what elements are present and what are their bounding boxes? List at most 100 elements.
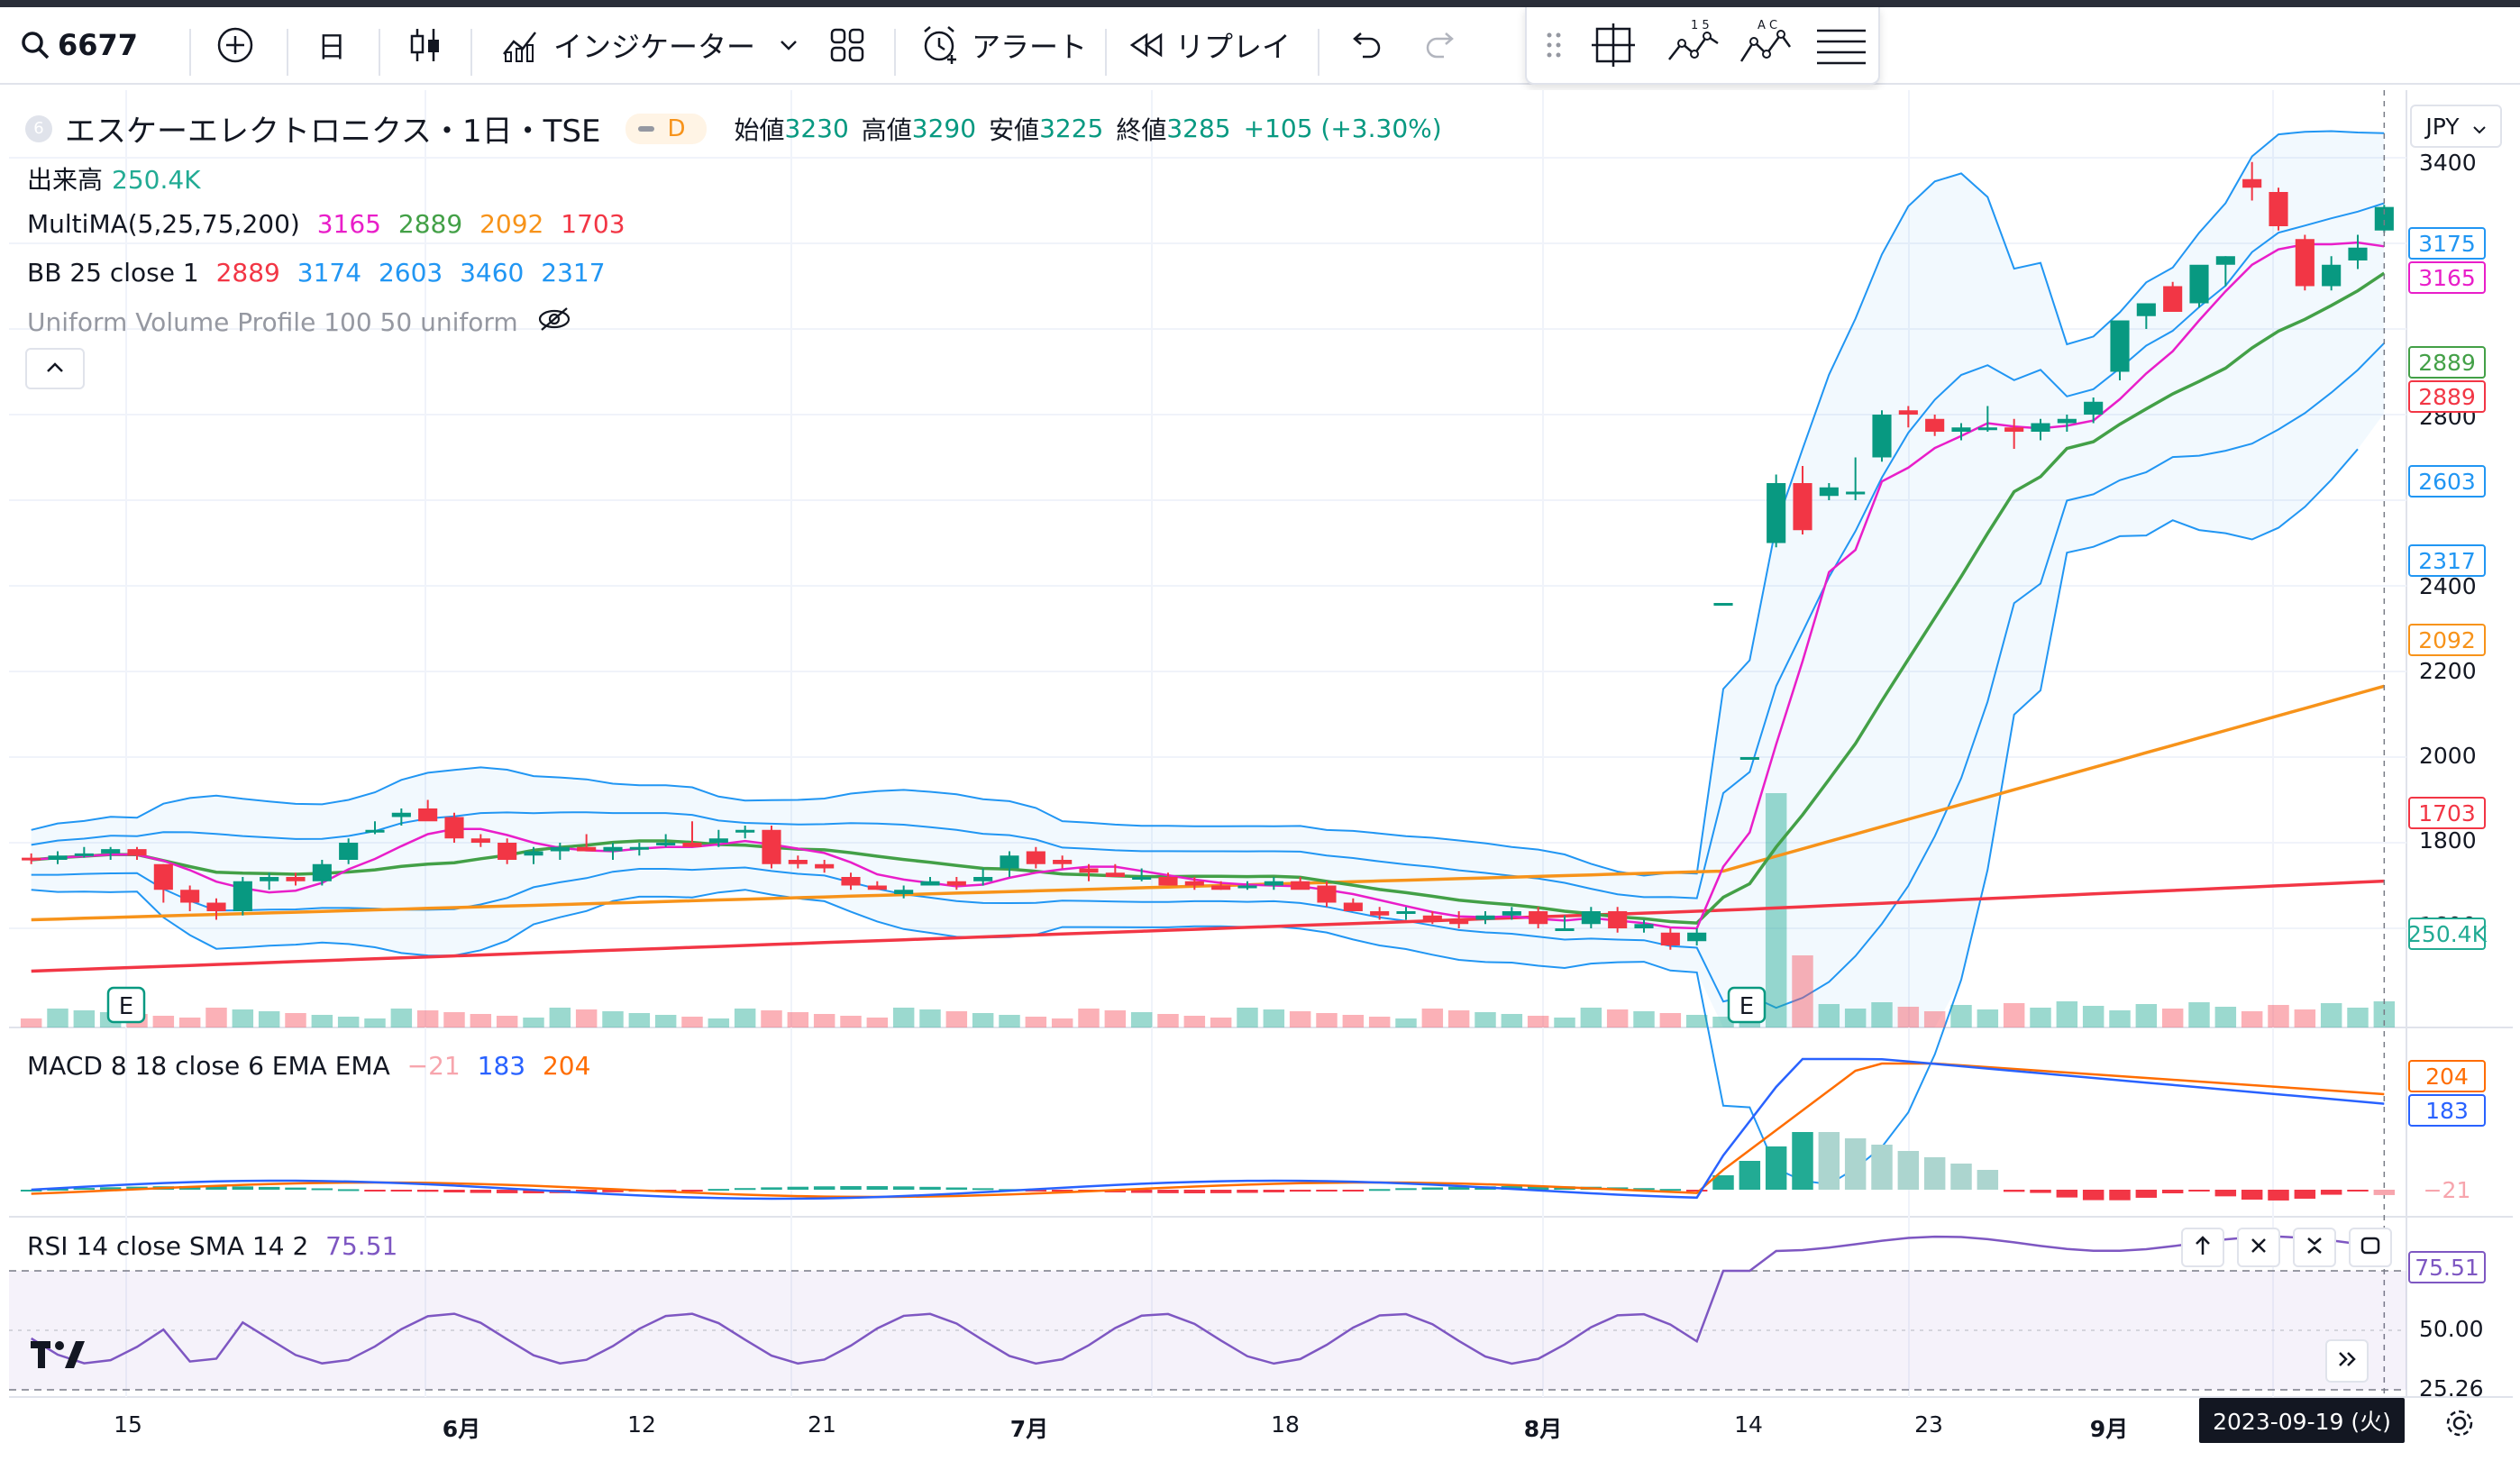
macd-histogram-bar — [1157, 1190, 1179, 1193]
candle-body — [1502, 911, 1521, 916]
templates-button[interactable] — [829, 7, 865, 83]
candle-body — [286, 877, 306, 881]
volume-bar — [654, 1015, 677, 1027]
time-axis-label: 18 — [1271, 1411, 1300, 1438]
interval-button[interactable]: 日 — [317, 7, 346, 83]
chart-type-button[interactable] — [407, 7, 443, 83]
currency-selector[interactable]: JPY — [2410, 105, 2502, 148]
abc-pattern-icon[interactable]: A C — [1738, 16, 1794, 74]
candle-body — [2189, 264, 2209, 304]
grid-icon — [829, 27, 865, 63]
bb-legend: BB 25 close 1 2889 3174 2603 3460 2317 — [27, 258, 615, 288]
indicators-button[interactable]: インジケーター — [501, 7, 799, 83]
macd-histogram-bar — [2214, 1190, 2237, 1197]
menu-lines-icon[interactable] — [1815, 25, 1867, 72]
candle-body — [48, 855, 68, 860]
chevron-down-icon — [2472, 114, 2487, 140]
volume-bar — [1078, 1009, 1100, 1027]
eye-hidden-icon[interactable] — [536, 306, 572, 338]
replay-button[interactable]: リプレイ — [1128, 7, 1291, 83]
macd-histogram-bar — [1818, 1132, 1840, 1190]
price-tick: 2000 — [2419, 743, 2477, 769]
volume-value: 250.4K — [112, 165, 201, 195]
candles-icon — [407, 25, 443, 65]
symbol-search-button[interactable]: 6677 — [20, 7, 138, 83]
close-pane-button[interactable] — [2237, 1228, 2280, 1267]
candle-body — [260, 877, 279, 881]
undo-button[interactable] — [1347, 7, 1383, 83]
macd-histogram-bar — [575, 1190, 598, 1193]
volume-bar — [337, 1017, 360, 1027]
collapse-icon — [2305, 1235, 2324, 1260]
volume-bar — [1659, 1013, 1682, 1027]
macd-histogram-bar — [1447, 1186, 1470, 1190]
open-value: 3230 — [784, 114, 849, 143]
macd-histogram-bar — [2241, 1190, 2263, 1200]
macd-histogram-bar — [1871, 1145, 1893, 1190]
top-toolbar: 6677 日 インジケーター アラート — [0, 7, 2520, 85]
collapse-pane-button[interactable] — [2293, 1228, 2336, 1267]
alert-button[interactable]: アラート — [919, 7, 1087, 83]
candle-body — [1475, 915, 1495, 920]
high-label: 高値 — [861, 114, 912, 145]
volume-bar — [2188, 1002, 2210, 1027]
candle-body — [206, 902, 226, 911]
fib-pattern-icon[interactable]: 1 5 — [1666, 16, 1721, 74]
candle-body — [101, 849, 121, 854]
candle-body — [1793, 483, 1812, 531]
volume-bar — [999, 1015, 1020, 1027]
price-tag: 3165 — [2408, 261, 2486, 294]
candle-body — [682, 843, 702, 847]
candle-body — [867, 885, 887, 890]
volume-bar — [2161, 1009, 2184, 1027]
volume-bar — [152, 1016, 175, 1027]
fib-pattern-text: 1 5 — [1691, 19, 1710, 32]
candle-body — [1872, 415, 1892, 458]
macd-histogram-bar — [2056, 1190, 2078, 1198]
macd-histogram-bar — [1844, 1138, 1867, 1190]
compare-add-button[interactable] — [216, 7, 254, 83]
tradingview-logo[interactable] — [29, 1338, 94, 1375]
symbol-title[interactable]: エスケーエレクトロニクス・1日・TSE — [65, 114, 601, 150]
ma75-line — [31, 684, 2385, 922]
close-label: 終値 — [1116, 114, 1167, 145]
redo-button[interactable] — [1424, 7, 1460, 83]
low-label: 安値 — [989, 114, 1040, 145]
settings-icon[interactable] — [2444, 1408, 2475, 1442]
macd-histogram-bar — [1210, 1190, 1232, 1193]
maximize-pane-button[interactable] — [2349, 1228, 2392, 1267]
ma25-line — [31, 271, 2386, 925]
macd-histogram-bar — [1685, 1190, 1708, 1192]
bb-upper2-line — [31, 130, 2385, 877]
macd-histogram-bar — [1237, 1190, 1258, 1193]
volume-bar — [1368, 1017, 1391, 1027]
chevron-down-icon — [779, 39, 799, 51]
macd-histogram-bar — [2373, 1190, 2396, 1195]
volume-bar — [2214, 1007, 2237, 1027]
volume-bar — [1792, 955, 1813, 1027]
move-pane-up-button[interactable] — [2181, 1228, 2224, 1267]
time-axis-label: 14 — [1734, 1411, 1763, 1438]
candle-body — [1739, 757, 1759, 760]
volume-bar — [1237, 1008, 1258, 1027]
currency-label: JPY — [2425, 113, 2460, 140]
crosshair-select-icon[interactable] — [1590, 22, 1639, 74]
macd-histogram-bar — [47, 1189, 68, 1192]
macd-histogram-bar — [708, 1189, 730, 1192]
rsi-line — [31, 1235, 2385, 1365]
drag-handle-icon[interactable] — [1545, 31, 1563, 63]
indicators-icon — [501, 27, 543, 63]
volume-bar — [813, 1014, 835, 1027]
volume-bar — [1263, 1009, 1285, 1027]
search-icon — [20, 30, 50, 60]
macd-signal-tag: 204 — [2408, 1060, 2486, 1092]
time-axis-label: 7月 — [1009, 1416, 1049, 1442]
price-tag: 2092 — [2408, 624, 2486, 656]
scroll-to-latest-button[interactable] — [2325, 1339, 2369, 1383]
candle-body — [1422, 915, 1442, 920]
price-tick: 2200 — [2419, 658, 2477, 684]
collapse-legend-button[interactable] — [25, 348, 85, 389]
candle-body — [1211, 885, 1231, 890]
